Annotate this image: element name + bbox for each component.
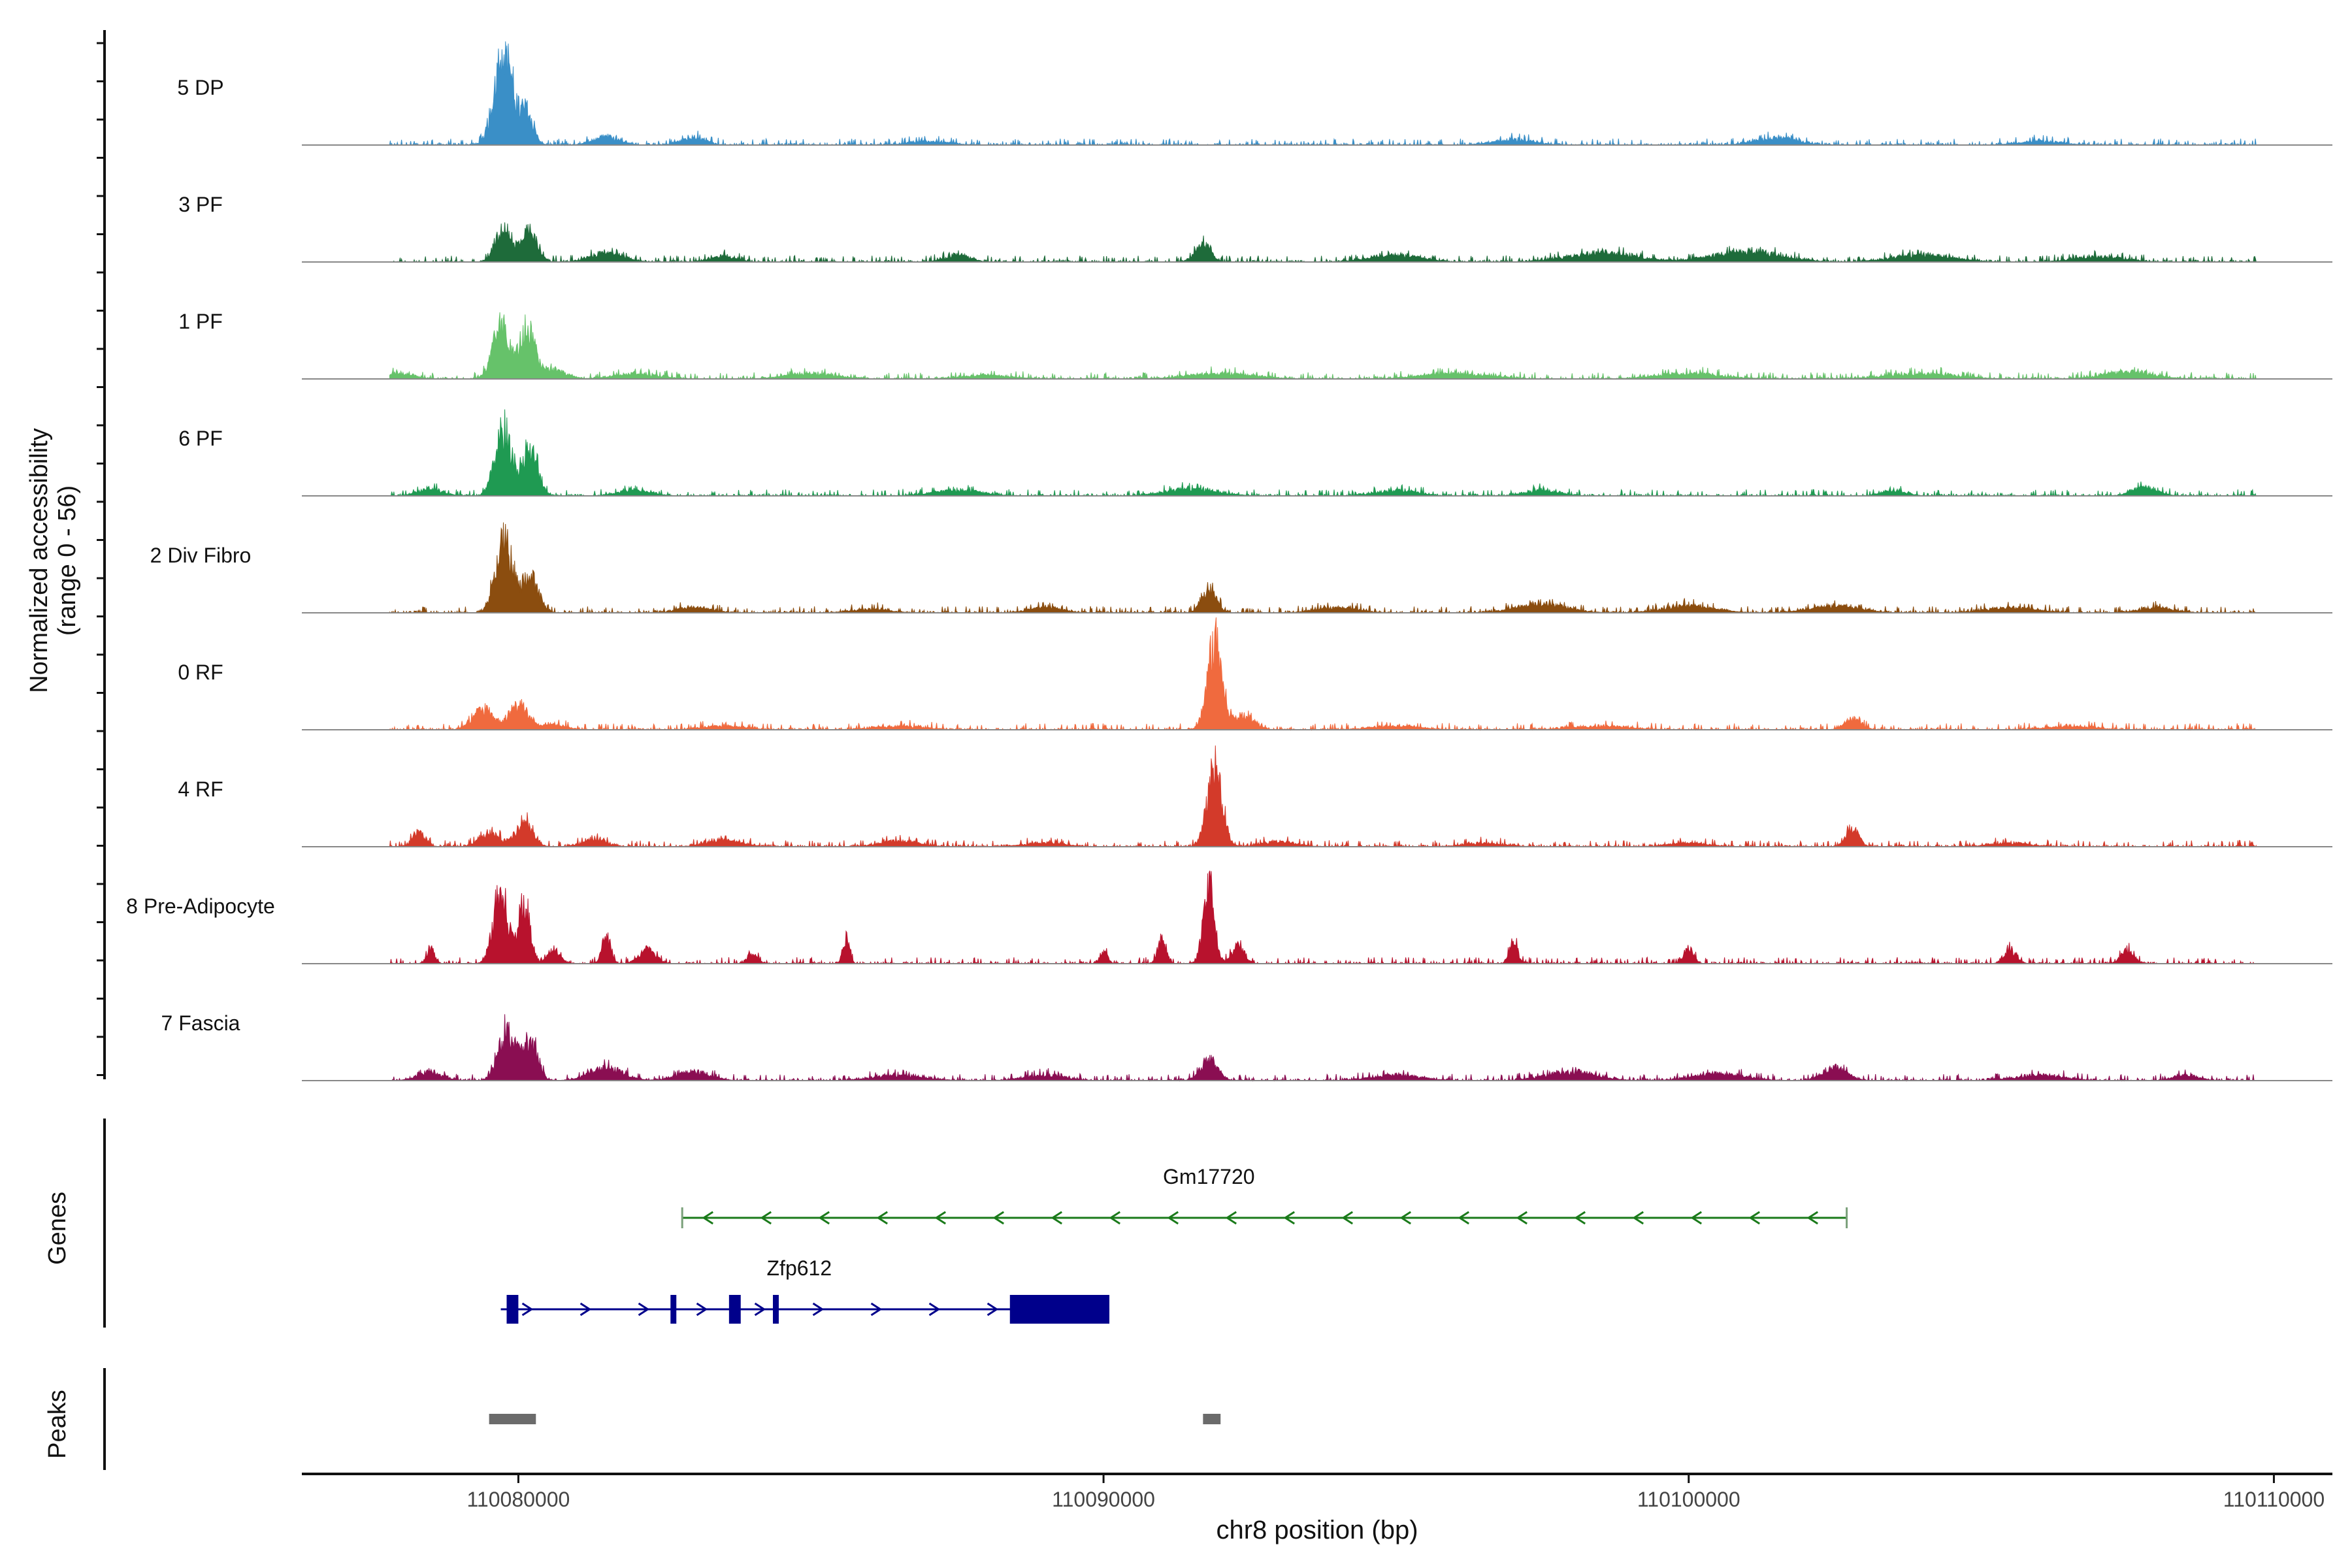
gene-name-label: Gm17720 xyxy=(1163,1165,1255,1188)
strand-arrow-icon xyxy=(1806,1211,1819,1225)
y-axis-label-line2: (range 0 - 56) xyxy=(54,485,81,636)
strand-arrow-icon xyxy=(1341,1211,1354,1225)
strand-arrow-icon xyxy=(580,1302,592,1316)
strand-arrow-icon xyxy=(1516,1211,1528,1225)
track-label: 7 Fascia xyxy=(161,1011,240,1035)
coverage-area-series-9 xyxy=(389,1014,2257,1082)
gene-exon xyxy=(1009,1295,1110,1324)
gene-exon xyxy=(773,1295,779,1324)
x-tick-label: 110080000 xyxy=(467,1488,570,1511)
track-label: 0 RF xyxy=(178,661,223,684)
track-5: 2 Div Fibro xyxy=(150,522,2332,614)
strand-arrow-icon xyxy=(992,1211,1005,1225)
x-axis: 110080000 110090000 110100000 110110000 xyxy=(302,1473,2332,1511)
strand-arrow-icon xyxy=(1109,1211,1121,1225)
strand-arrow-icon xyxy=(1399,1211,1412,1225)
track-1: 5 DP xyxy=(177,41,2332,146)
strand-arrow-icon xyxy=(521,1302,534,1316)
strand-arrow-icon xyxy=(1283,1211,1296,1225)
strand-arrow-icon xyxy=(818,1211,830,1225)
strand-arrow-icon xyxy=(1458,1211,1470,1225)
peak-region xyxy=(489,1414,536,1424)
track-label: 1 PF xyxy=(178,310,223,333)
strand-arrow-icon xyxy=(928,1302,941,1316)
strand-arrow-icon xyxy=(754,1302,766,1316)
strand-arrow-icon xyxy=(812,1302,825,1316)
track-9: 7 Fascia xyxy=(161,1011,2332,1082)
strand-arrow-icon xyxy=(638,1302,650,1316)
strand-arrow-icon xyxy=(1748,1211,1761,1225)
track-2: 3 PF xyxy=(178,193,2332,263)
gene-exon xyxy=(670,1295,677,1324)
gene-exon xyxy=(728,1295,741,1324)
strand-arrow-icon xyxy=(696,1302,708,1316)
x-tick-label: 110100000 xyxy=(1637,1488,1740,1511)
gene-zfp612: Zfp612 xyxy=(500,1256,1110,1324)
coverage-area-series-2 xyxy=(389,222,2257,263)
strand-arrow-icon xyxy=(1225,1211,1237,1225)
strand-arrow-icon xyxy=(1167,1211,1179,1225)
coverage-area-series-3 xyxy=(389,312,2257,380)
strand-arrow-icon xyxy=(1690,1211,1703,1225)
coverage-area-series-7 xyxy=(389,745,2257,848)
track-label: 2 Div Fibro xyxy=(150,544,252,567)
track-6: 0 RF xyxy=(178,617,2332,731)
track-8: 8 Pre-Adipocyte xyxy=(126,870,2332,965)
gene-exon xyxy=(506,1295,519,1324)
coverage-tracks: 5 DP 3 PF 1 PF 6 PF 2 Div Fibro 0 RF 4 RF 8 Pre… xyxy=(97,30,2332,1082)
track-label: 6 PF xyxy=(178,427,223,450)
x-tick-label: 110090000 xyxy=(1052,1488,1155,1511)
coverage-area-series-6 xyxy=(389,617,2257,731)
gene-annotation-panel: Gm17720 Zfp612 xyxy=(103,1119,1848,1328)
gene-name-label: Zfp612 xyxy=(767,1256,832,1280)
coverage-area-series-1 xyxy=(389,41,2257,146)
gene-gm17720: Gm17720 xyxy=(681,1165,1848,1228)
genes-panel-label: Genes xyxy=(44,1192,71,1265)
strand-arrow-icon xyxy=(1574,1211,1586,1225)
coverage-area-series-8 xyxy=(389,870,2257,965)
track-4: 6 PF xyxy=(178,409,2332,497)
coverage-area-series-5 xyxy=(389,522,2257,614)
peak-regions-panel xyxy=(103,1368,1221,1470)
peaks-panel-label: Peaks xyxy=(44,1390,71,1459)
track-3: 1 PF xyxy=(178,310,2332,380)
track-7: 4 RF xyxy=(178,745,2332,848)
peak-region xyxy=(1203,1414,1221,1424)
strand-arrow-icon xyxy=(934,1211,947,1225)
y-axis-label-line1: Normalized accessibility xyxy=(25,428,53,693)
track-label: 5 DP xyxy=(177,76,223,99)
strand-arrow-icon xyxy=(987,1302,999,1316)
strand-arrow-icon xyxy=(1632,1211,1644,1225)
x-axis-title: chr8 position (bp) xyxy=(1216,1516,1418,1544)
coverage-area-series-4 xyxy=(389,409,2257,497)
strand-arrow-icon xyxy=(876,1211,889,1225)
strand-arrow-icon xyxy=(760,1211,772,1225)
strand-arrow-icon xyxy=(1051,1211,1063,1225)
track-label: 3 PF xyxy=(178,193,223,216)
track-label: 8 Pre-Adipocyte xyxy=(126,894,275,918)
track-label: 4 RF xyxy=(178,777,223,801)
strand-arrow-icon xyxy=(870,1302,883,1316)
x-tick-label: 110110000 xyxy=(2223,1488,2325,1511)
strand-arrow-icon xyxy=(702,1211,714,1225)
